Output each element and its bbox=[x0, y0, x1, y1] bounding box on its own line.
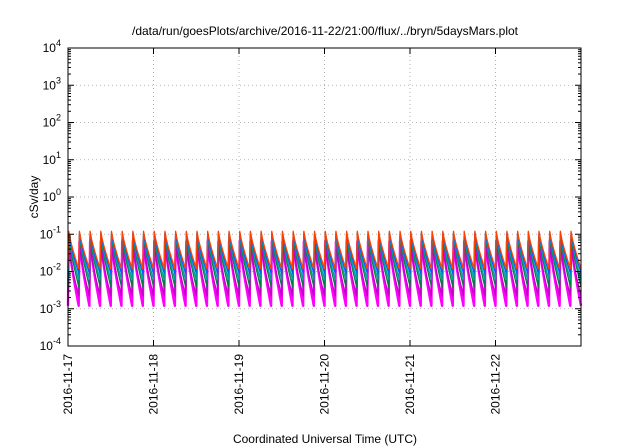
y-tick-label: 104 bbox=[43, 38, 61, 55]
y-tick-label: 10-1 bbox=[40, 224, 61, 241]
y-tick-label: 103 bbox=[43, 75, 61, 92]
series-group bbox=[66, 230, 583, 307]
x-tick-label: 2016-11-21 bbox=[403, 354, 417, 415]
series-line bbox=[66, 240, 583, 307]
series-line bbox=[67, 233, 582, 281]
chart-title: /data/run/goesPlots/archive/2016-11-22/2… bbox=[132, 24, 519, 38]
series-line bbox=[67, 232, 582, 274]
y-tick-label: 100 bbox=[43, 187, 61, 204]
x-tick-label: 2016-11-22 bbox=[489, 354, 503, 415]
series-line bbox=[67, 244, 582, 297]
y-tick-label: 10-3 bbox=[40, 299, 61, 316]
y-tick-label: 101 bbox=[43, 150, 61, 167]
series-line bbox=[67, 230, 582, 270]
x-tick-label: 2016-11-17 bbox=[61, 354, 75, 415]
y-axis: 104 103 102 101 100 10-1 10-2 10-3 10-4 bbox=[40, 38, 581, 353]
series-line bbox=[67, 235, 582, 287]
y-tick-label: 10-4 bbox=[40, 336, 61, 353]
y-tick-label: 102 bbox=[43, 113, 61, 130]
x-axis-label: Coordinated Universal Time (UTC) bbox=[233, 432, 417, 446]
y-axis-label: cSv/day bbox=[27, 176, 41, 219]
x-tick-label: 2016-11-18 bbox=[147, 354, 161, 415]
x-axis: 2016-11-17 2016-11-18 2016-11-19 2016-11-20… bbox=[61, 48, 503, 415]
x-tick-label: 2016-11-19 bbox=[232, 354, 246, 415]
x-tick-label: 2016-11-20 bbox=[318, 354, 332, 415]
y-tick-label: 10-2 bbox=[40, 262, 61, 279]
